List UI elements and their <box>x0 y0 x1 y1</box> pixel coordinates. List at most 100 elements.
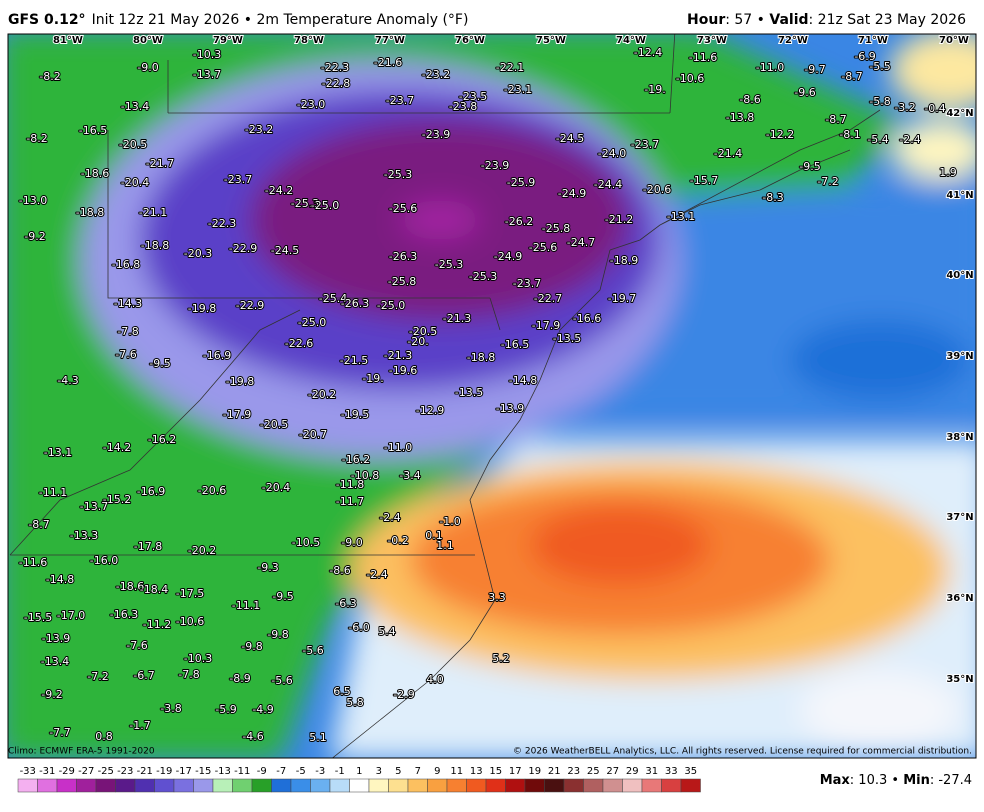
color-swatch <box>310 778 331 793</box>
station-value: -25.3 <box>291 197 319 210</box>
station-value: -11.7 <box>336 495 364 508</box>
colorbar-label: 23 <box>567 766 580 777</box>
station-value: -9.5 <box>272 590 293 603</box>
station-value: -15.2 <box>103 493 131 506</box>
station-value: -20.3 <box>184 247 212 260</box>
station-value: 5.4 <box>378 625 396 638</box>
color-swatch <box>95 778 116 793</box>
station-value: -23.7 <box>631 138 659 151</box>
station-value: -24.9 <box>558 187 586 200</box>
color-swatch <box>349 778 370 793</box>
color-swatch <box>427 778 448 793</box>
station-value: -24.5 <box>556 132 584 145</box>
station-value: -9.2 <box>24 230 45 243</box>
station-value: -7.7 <box>49 726 70 739</box>
color-swatch <box>329 778 350 793</box>
climo: Climo: ECMWF ERA-5 1991-2020 <box>8 747 155 757</box>
station-value: -24.9 <box>494 250 522 263</box>
station-value: -9.5 <box>149 357 170 370</box>
station-value: -3.2 <box>894 101 915 114</box>
colorbar-label: 21 <box>548 766 561 777</box>
station-value: -17.0 <box>57 609 85 622</box>
station-value: -25.3 <box>384 168 412 181</box>
station-value: -22.3 <box>208 217 236 230</box>
color-swatch <box>290 778 311 793</box>
station-value: -8.6 <box>329 564 350 577</box>
copyright: © 2026 WeatherBELL Analytics, LLC. All r… <box>513 747 972 757</box>
min-label: Min <box>903 773 930 788</box>
color-swatch <box>251 778 272 793</box>
colorbar-label: -15 <box>195 766 211 777</box>
longitude-label: 77°W <box>375 35 405 46</box>
station-value: -23.9 <box>481 159 509 172</box>
station-value: -25.0 <box>377 299 405 312</box>
longitude-label: 81°W <box>53 35 83 46</box>
color-swatch <box>232 778 253 793</box>
min: : -27.4 <box>930 773 972 788</box>
station-value: -22.7 <box>534 292 562 305</box>
station-value: -11.1 <box>232 599 260 612</box>
max-min: Max: 10.3 • Min: -27.4 <box>820 773 972 788</box>
colorbar-label: -3 <box>315 766 325 777</box>
station-value: -25.6 <box>529 241 557 254</box>
station-value: -9.8 <box>241 640 262 653</box>
station-value: -1.0 <box>439 515 460 528</box>
station-value: -18.6 <box>81 167 109 180</box>
station-value: -17.5 <box>176 587 204 600</box>
station-value: -9.2 <box>41 688 62 701</box>
station-value: -7.2 <box>817 175 838 188</box>
color-swatch <box>154 778 175 793</box>
station-value: -24.4 <box>594 178 622 191</box>
station-value: -18.8 <box>467 351 495 364</box>
colorbar-label: 13 <box>470 766 483 777</box>
latitude-label: 39°N <box>946 351 973 362</box>
color-swatch <box>446 778 467 793</box>
station-value: -8.6 <box>739 93 760 106</box>
station-value: -5.6 <box>302 644 323 657</box>
station-value: -24.7 <box>567 236 595 249</box>
station-value: -12.2 <box>766 128 794 141</box>
station-value: -4.6 <box>242 730 263 743</box>
hour: : 57 • <box>725 12 769 28</box>
colorbar-label: 17 <box>509 766 522 777</box>
station-value: -0.2 <box>387 534 408 547</box>
station-value: -20.5 <box>409 325 437 338</box>
station-value: -20.5 <box>119 138 147 151</box>
station-value: -10.6 <box>176 615 204 628</box>
station-value: -19.5 <box>341 408 369 421</box>
header-right: Hour: 57 • Valid: 21z Sat 23 May 2026 <box>687 12 966 28</box>
colorbar-label: 25 <box>587 766 600 777</box>
station-value: -15.7 <box>690 174 718 187</box>
station-value: -21.7 <box>146 157 174 170</box>
station-value: -22.6 <box>285 337 313 350</box>
latitude-label: 41°N <box>946 190 973 201</box>
color-swatch <box>134 778 155 793</box>
header-left: GFS 0.12° Init 12z 21 May 2026 • 2m Tempe… <box>8 12 468 28</box>
station-value: -13.4 <box>121 100 149 113</box>
station-value: -24.0 <box>598 147 626 160</box>
station-value: -8.3 <box>762 191 783 204</box>
station-value: -21.1 <box>139 206 167 219</box>
station-value: -9.0 <box>341 536 362 549</box>
station-value: -7.6 <box>115 348 136 361</box>
station-value: 0.1 <box>425 529 443 542</box>
station-value: -9.7 <box>804 63 825 76</box>
station-value: -25.0 <box>298 316 326 329</box>
station-value: -25.9 <box>507 176 535 189</box>
station-value: -2.9 <box>393 688 414 701</box>
description: Init 12z 21 May 2026 • 2m Temperature An… <box>92 12 469 28</box>
color-swatch <box>583 778 604 793</box>
station-value: -14.2 <box>103 441 131 454</box>
colorbar-label: 19 <box>528 766 541 777</box>
station-value: -8.7 <box>825 113 846 126</box>
colorbar-label: -13 <box>215 766 231 777</box>
colorbar-label: 5 <box>395 766 401 777</box>
longitude-label: 73°W <box>697 35 727 46</box>
station-value: -12.9 <box>416 404 444 417</box>
station-value: -23.2 <box>422 68 450 81</box>
station-value: -23.7 <box>513 277 541 290</box>
station-value: -19.8 <box>226 375 254 388</box>
station-value: -3.8 <box>160 702 181 715</box>
station-value: -26.2 <box>505 215 533 228</box>
